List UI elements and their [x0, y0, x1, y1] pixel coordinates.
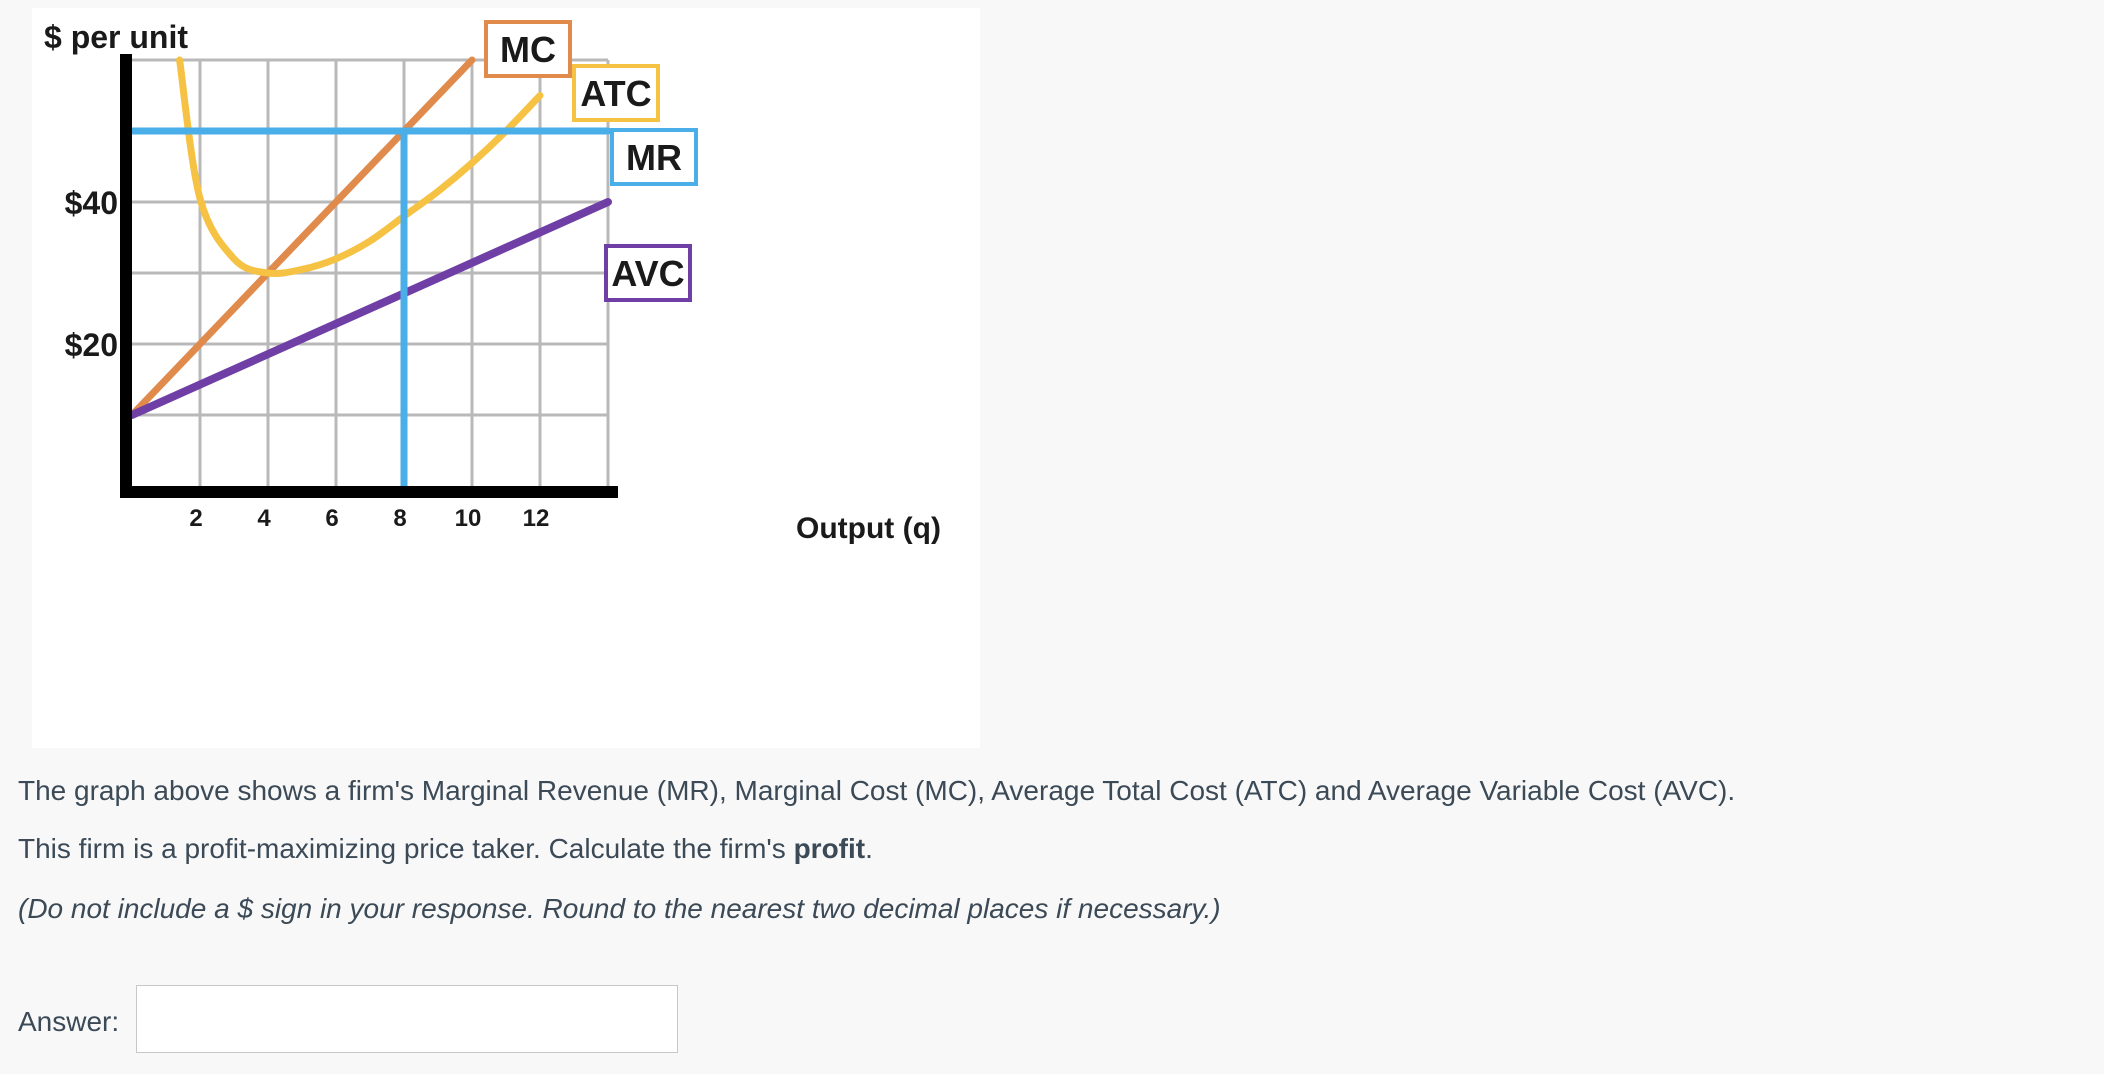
question-instruction-suffix: .: [865, 833, 873, 864]
y-axis-label: $ per unit: [44, 19, 188, 55]
question-text-instruction: This firm is a profit-maximizing price t…: [18, 831, 873, 867]
question-text-note: (Do not include a $ sign in your respons…: [18, 893, 1221, 924]
x-tick-label: 2: [189, 505, 202, 532]
series-line-mc: [128, 56, 476, 419]
legend-label-atc: ATC: [580, 73, 651, 114]
chart-text: MC ATC MR AVC 2 4 6 8 10 12 $20 $40 $ per unit Output…: [44, 19, 941, 545]
series-line-avc: [128, 198, 612, 419]
answer-input[interactable]: [136, 985, 678, 1053]
series-line-atc: [176, 56, 544, 278]
x-tick-label: 6: [325, 505, 338, 532]
cost-curves-chart: MC ATC MR AVC 2 4 6 8 10 12 $20 $40 $ per unit Output…: [44, 19, 941, 545]
series-label-box-avc: [604, 244, 692, 302]
legend-label-mr: MR: [626, 137, 682, 178]
legend-label-avc: AVC: [611, 253, 684, 294]
x-axis-label: Output (q): [796, 512, 941, 545]
x-tick-label: 10: [455, 505, 482, 532]
graph-panel: MC ATC MR AVC 2 4 6 8 10 12 $20 $40 $ per unit Output…: [32, 8, 980, 748]
y-tick-label: $40: [65, 185, 118, 221]
x-tick-label: 4: [257, 505, 271, 532]
series-label-box-atc: [572, 64, 660, 122]
question-text-graph-description: The graph above shows a firm's Marginal …: [18, 775, 1736, 806]
chart-axes: [120, 54, 618, 498]
legend-label-mc: MC: [500, 29, 556, 70]
answer-label: Answer:: [18, 1006, 120, 1037]
series-label-box-mc: [484, 20, 572, 78]
x-tick-label: 8: [393, 505, 406, 532]
question-instruction-prefix: This firm is a profit-maximizing price t…: [18, 833, 794, 864]
series-label-box-mr: [610, 128, 698, 186]
chart-grid: [132, 58, 610, 486]
chart-series: [128, 56, 612, 486]
x-tick-label: 12: [523, 505, 550, 532]
question-instruction-bold: profit: [793, 833, 866, 864]
y-tick-label: $20: [65, 327, 118, 363]
